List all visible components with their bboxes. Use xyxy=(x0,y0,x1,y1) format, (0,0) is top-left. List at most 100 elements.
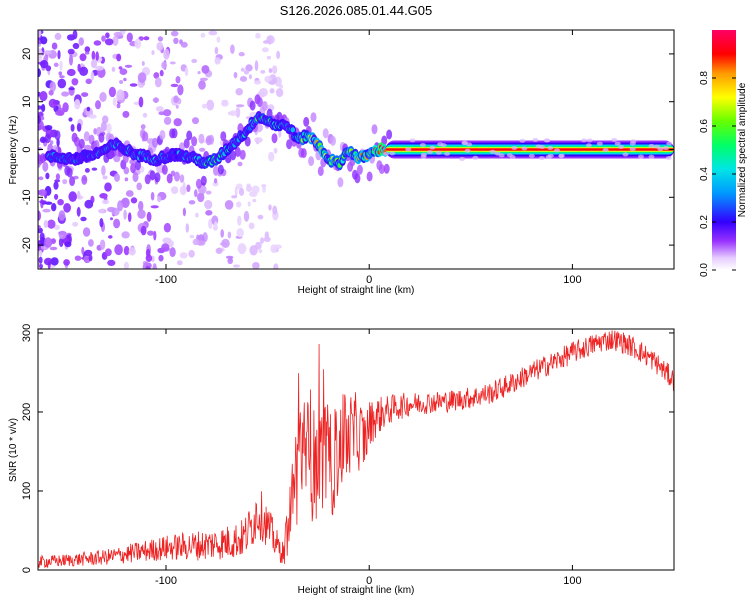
noise-blob xyxy=(79,53,87,62)
noise-blob xyxy=(57,78,67,89)
noise-blob xyxy=(243,210,250,222)
noise-blob xyxy=(150,191,155,201)
noise-blob xyxy=(99,239,106,250)
ridge-halo xyxy=(100,121,107,132)
noise-blob xyxy=(228,256,233,261)
noise-blob xyxy=(153,72,160,79)
noise-blob xyxy=(175,104,179,109)
noise-blob xyxy=(192,238,200,246)
y-tick-label: 0 xyxy=(21,146,33,152)
noise-blob xyxy=(79,66,89,77)
ridge-halo xyxy=(142,131,149,142)
noise-blob xyxy=(102,175,108,180)
noise-blob xyxy=(88,254,93,262)
band-speckle xyxy=(539,145,546,149)
snr-frame xyxy=(37,328,675,571)
noise-blob xyxy=(38,256,43,264)
noise-blob xyxy=(68,117,73,122)
band-speckle xyxy=(596,141,603,146)
ridge-halo xyxy=(166,173,173,184)
ridge-halo xyxy=(42,161,49,172)
ridge-halo xyxy=(81,174,88,185)
ridge-halo xyxy=(183,138,190,149)
noise-blob xyxy=(43,220,49,228)
ridge-halo xyxy=(310,112,317,123)
noise-blob xyxy=(204,200,213,210)
noise-blob xyxy=(76,123,82,132)
band-speckle xyxy=(547,145,554,150)
noise-blob xyxy=(112,35,119,47)
noise-blob xyxy=(189,234,195,239)
ridge-halo xyxy=(200,175,207,186)
chart-title: S126.2026.085.01.44.G05 xyxy=(280,3,433,18)
ridge-halo xyxy=(366,171,373,182)
band-speckle xyxy=(618,145,625,149)
noise-blob xyxy=(74,255,82,261)
noise-blob xyxy=(72,221,79,227)
spectrogram-marks xyxy=(38,30,674,269)
colorbar-ticks: 0.0 0.2 0.4 0.6 0.8 xyxy=(699,71,736,277)
colorbar: 0.0 0.2 0.4 0.6 0.8 Normalized spectral ampl… xyxy=(699,30,748,277)
ridge-halo xyxy=(66,167,73,178)
colorbar-label: Normalized spectral amplitude xyxy=(737,82,748,217)
noise-blob xyxy=(121,231,130,239)
noise-blob xyxy=(268,204,272,211)
noise-blob xyxy=(233,71,238,79)
noise-blob xyxy=(68,87,75,91)
noise-blob xyxy=(38,68,41,78)
noise-blob xyxy=(72,30,78,40)
noise-blob xyxy=(104,38,114,46)
noise-blob xyxy=(84,199,94,209)
noise-blob xyxy=(48,98,58,108)
ridge-halo xyxy=(149,170,156,181)
noise-blob xyxy=(81,246,85,255)
noise-blob xyxy=(85,51,90,55)
noise-blob xyxy=(38,142,41,147)
noise-blob xyxy=(121,197,130,208)
noise-blob xyxy=(101,35,106,42)
noise-blob xyxy=(130,197,138,204)
noise-blob xyxy=(71,78,79,86)
noise-blob xyxy=(170,186,179,195)
noise-blob xyxy=(156,42,164,51)
ridge-halo xyxy=(154,172,161,183)
noise-blob xyxy=(42,208,51,213)
noise-blob xyxy=(248,74,252,80)
noise-blob xyxy=(129,159,137,165)
noise-blob xyxy=(238,52,245,57)
noise-blob xyxy=(39,263,43,269)
noise-blob xyxy=(161,243,170,252)
noise-blob xyxy=(38,48,42,52)
noise-blob xyxy=(123,261,129,269)
band-speckle xyxy=(665,156,672,160)
noise-blob xyxy=(67,48,75,55)
noise-blob xyxy=(200,77,208,82)
noise-blob xyxy=(95,100,101,110)
noise-blob xyxy=(47,219,56,229)
noise-blob xyxy=(108,86,116,98)
snr-panel: -100 0 100 0 100 200 300 Height of straight l… xyxy=(8,324,675,596)
noise-blob xyxy=(224,200,234,210)
noise-blob xyxy=(221,238,230,248)
ridge-halo xyxy=(286,139,293,150)
noise-blob xyxy=(173,118,182,127)
noise-blob xyxy=(179,174,185,183)
noise-blob xyxy=(84,168,90,173)
noise-blob xyxy=(213,178,218,184)
noise-blob xyxy=(155,106,164,112)
noise-blob xyxy=(127,212,132,223)
band-speckle xyxy=(622,152,629,157)
noise-blob xyxy=(80,216,87,222)
noise-blob xyxy=(139,165,145,173)
noise-blob xyxy=(101,165,106,176)
noise-blob xyxy=(236,201,242,208)
noise-blob xyxy=(245,64,253,72)
noise-blob xyxy=(137,209,146,219)
band-speckle xyxy=(498,153,505,158)
noise-blob xyxy=(68,191,77,202)
band-speckle xyxy=(444,151,451,156)
noise-blob xyxy=(276,50,281,60)
band-speckle xyxy=(648,154,655,159)
